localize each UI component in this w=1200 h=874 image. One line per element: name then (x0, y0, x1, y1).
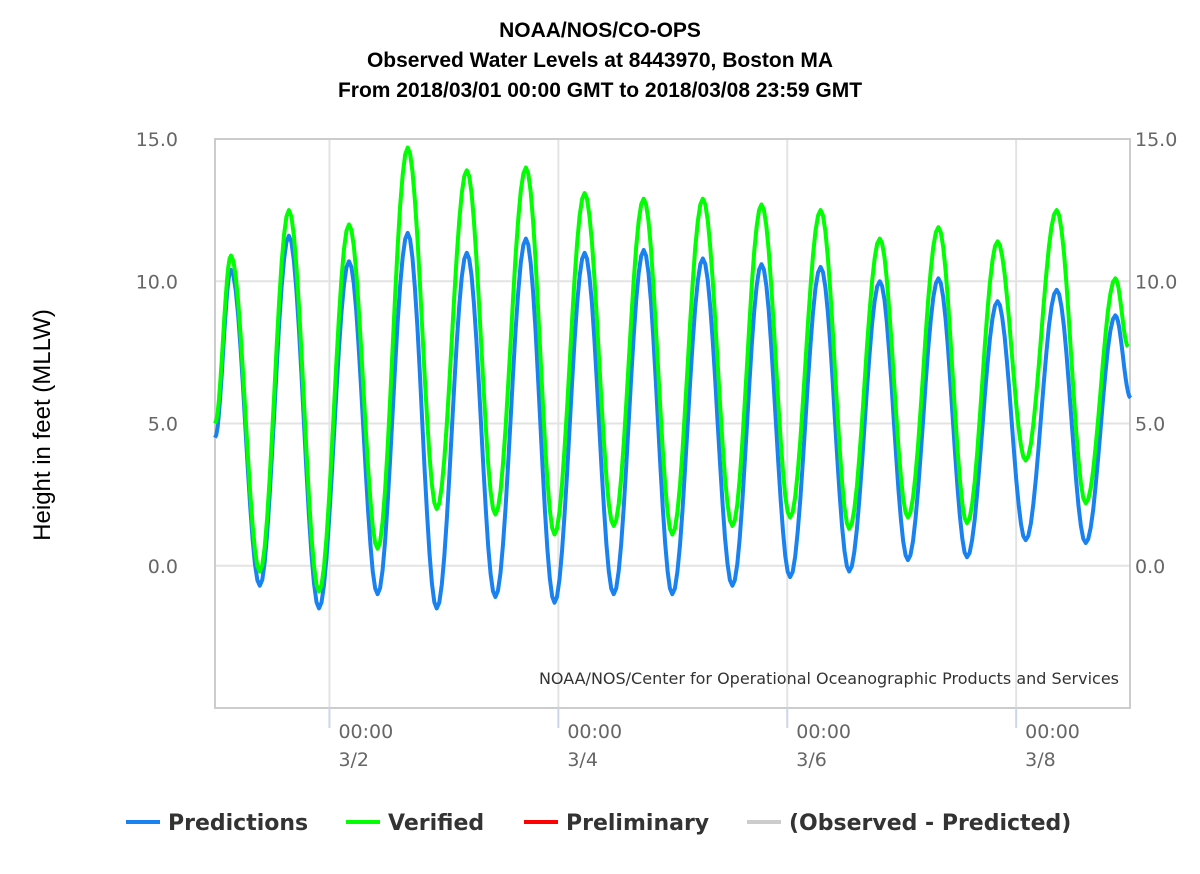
y-tick-label-right: 10.0 (1135, 271, 1177, 293)
legend-item-preliminary[interactable]: Preliminary (524, 811, 709, 836)
series-lines (213, 145, 1133, 611)
x-axis-ticks: 00:00 3/2 00:00 3/4 00:00 3/6 00:00 3/8 (328, 708, 1080, 771)
y-tick-label-right: 0.0 (1135, 556, 1165, 578)
series-line-predictions (213, 230, 1133, 611)
y-tick-label-right: 15.0 (1135, 129, 1177, 151)
legend-label: Verified (388, 811, 484, 836)
y-axis-ticks: 0.0 0.0 5.0 5.0 10.0 10.0 15.0 15.0 (136, 129, 1178, 578)
x-tick-time: 00:00 (338, 721, 393, 743)
chart-title-line-1: NOAA/NOS/CO-OPS (499, 19, 701, 42)
y-tick-label-left: 10.0 (136, 271, 178, 293)
x-tick-date: 3/6 (796, 749, 827, 771)
x-tick-date: 3/4 (567, 749, 598, 771)
series-line-verified (213, 145, 1130, 594)
credits: NOAA/NOS/Center for Operational Oceanogr… (539, 669, 1119, 688)
chart-title-line-3: From 2018/03/01 00:00 GMT to 2018/03/08 … (338, 79, 862, 102)
x-tick-time: 00:00 (1025, 721, 1080, 743)
y-tick-label-left: 0.0 (148, 556, 178, 578)
grid (215, 138, 1131, 708)
x-tick-time: 00:00 (796, 721, 851, 743)
y-tick-label-left: 15.0 (136, 129, 178, 151)
x-tick-date: 3/8 (1025, 749, 1056, 771)
y-tick-label-left: 5.0 (148, 414, 178, 436)
legend: Predictions Verified Preliminary (Observed … (126, 811, 1071, 836)
legend-label: Predictions (168, 811, 308, 836)
x-tick-time: 00:00 (567, 721, 622, 743)
y-tick-label-right: 5.0 (1135, 414, 1165, 436)
chart-title-line-2: Observed Water Levels at 8443970, Boston… (367, 49, 833, 72)
legend-label: Preliminary (566, 811, 709, 836)
x-tick-date: 3/2 (338, 749, 369, 771)
y-axis-label: Height in feet (MLLW) (29, 309, 56, 541)
legend-label: (Observed - Predicted) (789, 811, 1071, 836)
legend-item-observed-predicted[interactable]: (Observed - Predicted) (747, 811, 1071, 836)
legend-item-verified[interactable]: Verified (346, 811, 484, 836)
legend-item-predictions[interactable]: Predictions (126, 811, 308, 836)
